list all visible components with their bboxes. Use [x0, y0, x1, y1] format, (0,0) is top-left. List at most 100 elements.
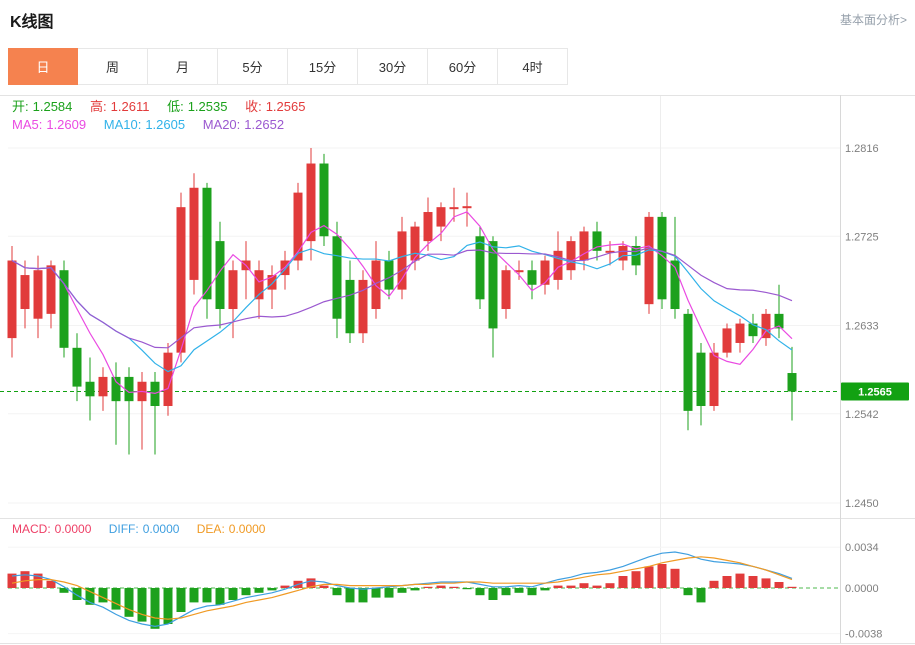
tab-15min[interactable]: 15分	[288, 48, 358, 85]
legend-ma20: MA20: 1.2652	[202, 117, 285, 132]
macd-bar	[124, 588, 134, 617]
macd-bar	[475, 588, 485, 596]
macd-bar	[280, 585, 290, 588]
macd-bar	[59, 588, 69, 593]
macd-bar	[397, 588, 407, 593]
dea-line	[11, 556, 793, 620]
candle-body	[410, 226, 420, 261]
macd-bar	[436, 585, 446, 588]
macd-bar	[748, 576, 758, 588]
candle-body	[46, 265, 56, 314]
legend-dea-value: DEA: 0.0000	[196, 522, 266, 536]
y-axis-label: 1.2450	[845, 498, 879, 510]
candle-body	[20, 275, 30, 310]
candle-body	[189, 187, 199, 280]
candle-body	[722, 328, 732, 353]
candle-body	[696, 352, 706, 407]
macd-bar	[605, 583, 615, 588]
candle-body	[124, 376, 134, 402]
tab-60min[interactable]: 60分	[428, 48, 498, 85]
fundamental-analysis-link[interactable]: 基本面分析>	[839, 13, 907, 27]
macd-bar	[215, 588, 225, 605]
tab-30min[interactable]: 30分	[358, 48, 428, 85]
tab-week[interactable]: 周	[78, 48, 148, 85]
macd-bar	[202, 588, 212, 603]
candle-body	[228, 270, 238, 310]
candle-body	[605, 250, 615, 253]
tab-day[interactable]: 日	[8, 48, 78, 85]
legend-high: 高: 1.2611	[90, 99, 150, 114]
tab-5min[interactable]: 5分	[218, 48, 288, 85]
macd-bar	[228, 588, 238, 600]
axis-labels-layer: 1.2816 1.2725 1.2633 1.2542 1.2450 0.0034 0.00…	[841, 143, 909, 641]
macd-legend: MACD: 0.0000 DIFF: 0.0000 DEA: 0.0000	[12, 522, 279, 536]
candle-body	[267, 275, 277, 290]
candle-body	[33, 270, 43, 319]
tab-month[interactable]: 月	[148, 48, 218, 85]
candle-body	[748, 323, 758, 337]
candle-body	[449, 207, 459, 210]
candle-body	[254, 270, 264, 300]
macd-bar	[423, 586, 433, 588]
macd-axis-label: 0.0000	[845, 583, 879, 595]
candle-body	[657, 216, 667, 300]
macd-bar	[7, 573, 17, 588]
legend-close: 收: 1.2565	[245, 99, 306, 114]
page-title: K线图	[10, 14, 54, 31]
candle-body	[683, 313, 693, 411]
macd-bar	[514, 588, 524, 593]
macd-bar	[345, 588, 355, 603]
candle-body	[592, 231, 602, 251]
macd-bar	[111, 588, 121, 610]
tab-4hour[interactable]: 4时	[498, 48, 568, 85]
macd-bar	[579, 583, 589, 588]
macd-bar	[787, 586, 797, 588]
timeframe-tabs: 日 周 月 5分 15分 30分 60分 4时	[8, 48, 568, 85]
candle-body	[59, 270, 69, 348]
macd-bar	[371, 588, 381, 598]
macd-bar	[306, 578, 316, 588]
macd-bar	[566, 585, 576, 588]
candle-body	[514, 270, 524, 273]
macd-bar	[46, 580, 56, 588]
macd-bar	[774, 582, 784, 588]
candle-body	[358, 279, 368, 334]
macd-bar	[189, 588, 199, 603]
macd-bar	[462, 588, 472, 590]
candles-layer	[7, 148, 797, 455]
macd-bar	[657, 564, 667, 588]
macd-bar	[592, 585, 602, 588]
candle-body	[293, 192, 303, 261]
candle-body	[397, 231, 407, 290]
legend-ma10: MA10: 1.2605	[103, 117, 186, 132]
macd-bar	[618, 576, 628, 588]
macd-bar	[20, 571, 30, 588]
macd-bar	[384, 588, 394, 598]
macd-bar	[176, 588, 186, 612]
macd-bar	[267, 588, 277, 591]
macd-bar	[631, 571, 641, 588]
candle-body	[163, 352, 173, 407]
macd-bar	[644, 566, 654, 588]
macd-bar	[449, 586, 459, 588]
macd-bar	[358, 588, 368, 603]
macd-bar	[85, 588, 95, 605]
candle-body	[644, 216, 654, 305]
header: K线图 基本面分析>	[0, 0, 915, 42]
grid-layer	[0, 95, 915, 644]
candle-body	[423, 212, 433, 242]
macd-bar	[410, 588, 420, 591]
candle-body	[319, 163, 329, 237]
current-price-badge	[841, 382, 909, 401]
macd-bar	[98, 588, 108, 603]
macd-bar	[488, 588, 498, 600]
candle-body	[332, 236, 342, 319]
candle-body	[774, 313, 784, 329]
line-layer	[11, 211, 793, 628]
candle-body	[475, 236, 485, 300]
ohlc-legend: 开: 1.2584 高: 1.2611 低: 1.2535 收: 1.2565	[12, 96, 319, 115]
macd-bar	[527, 588, 537, 596]
candle-body	[85, 381, 95, 397]
legend-ma5: MA5: 1.2609	[12, 117, 87, 132]
